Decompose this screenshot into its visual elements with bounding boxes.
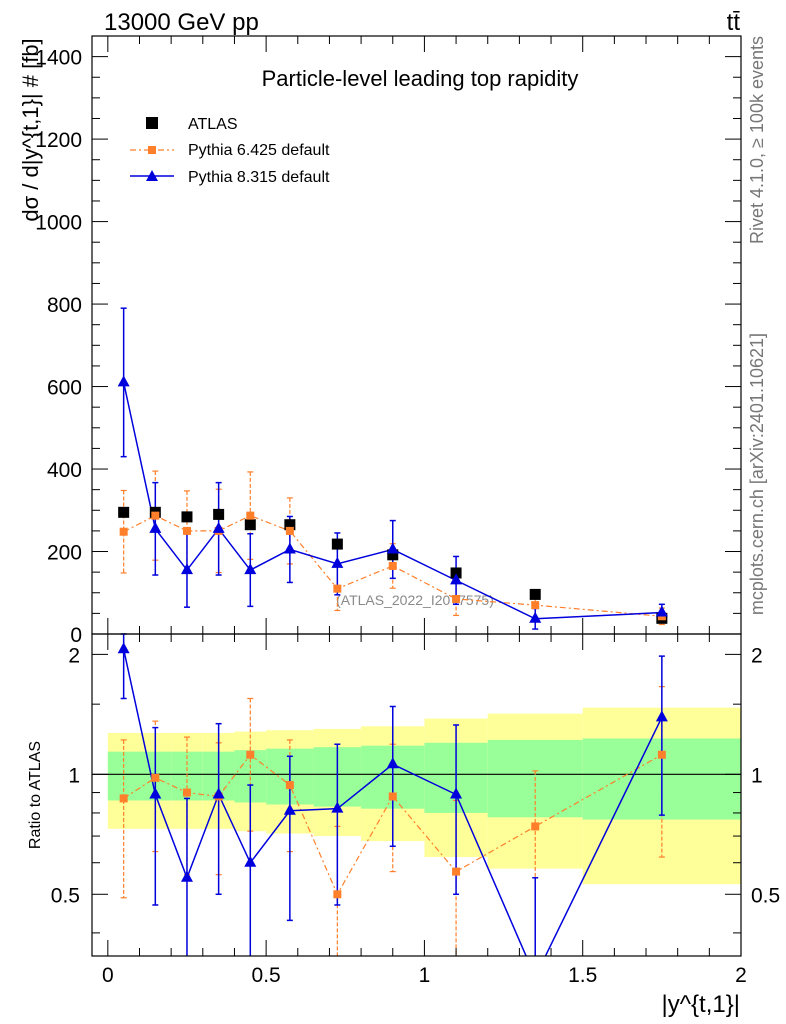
ratio-pythia8-point: [655, 710, 668, 722]
ratio-pythia8-point: [212, 787, 225, 799]
atlas-data-point: [450, 567, 462, 579]
legend-pythia6-label: Pythia 6.425 default: [188, 142, 330, 159]
ratio-pythia8-point: [149, 787, 162, 799]
main-axes: 0 200 400 600 800 1000 1200 1400: [35, 36, 742, 647]
ratio-y-tick-label-right: 1: [751, 764, 763, 787]
ratio-axes: 0.5 0.5 1 1 2 2 0 0.5 1 1.5 2: [51, 634, 780, 987]
pythia8-data-point: [529, 611, 542, 623]
ratio-y-tick-label: 1: [68, 764, 80, 787]
ratio-y-tick-label: 2: [68, 644, 80, 667]
ratio-pythia6-point: [657, 750, 666, 759]
pythia8-data-point: [450, 573, 463, 585]
pythia6-data-point: [388, 561, 397, 570]
x-tick-label: 0: [102, 964, 114, 987]
ratio-y-tick-label: 0.5: [51, 884, 80, 907]
pythia6-data-point: [452, 594, 461, 603]
energy-label: 13000 GeV pp: [104, 9, 259, 36]
main-y-tick-label: 800: [47, 294, 82, 317]
atlas-data-point: [244, 519, 256, 531]
main-y-tick-label: 1200: [35, 129, 82, 152]
pythia8-data-point: [283, 542, 296, 554]
pythia8-data-point: [244, 563, 257, 575]
main-data-layer: [117, 307, 668, 630]
pythia8-data-point: [386, 542, 399, 554]
ratio-panel-frame: [91, 633, 742, 957]
x-tick-label: 0.5: [252, 964, 281, 987]
main-y-tick-label: 0: [70, 624, 82, 647]
pythia6-data-point: [531, 601, 540, 610]
pythia6-data-point: [285, 526, 294, 535]
pythia8-data-point: [180, 563, 193, 575]
ratio-pythia8-point: [386, 757, 399, 769]
legend-atlas-marker: [146, 117, 158, 129]
x-tick-label: 1.5: [568, 964, 597, 987]
atlas-data-point: [331, 538, 343, 550]
ratio-pythia8-point: [331, 801, 344, 813]
pythia8-data-point: [149, 521, 162, 533]
analysis-id-label: (ATLAS_2022_I2077575): [336, 592, 494, 608]
main-y-tick-label: 600: [47, 377, 82, 400]
pythia6-line: [123, 514, 662, 617]
process-label: tt̄: [727, 9, 741, 36]
ratio-pythia6-point: [452, 867, 461, 876]
ratio-pythia6-point: [182, 788, 191, 797]
mcplots-label: mcplots.cern.ch [arXiv:2401.10621]: [747, 333, 767, 615]
x-axis-label: |y^{t,1}|: [662, 991, 740, 1018]
pythia6-data-point: [119, 527, 128, 536]
atlas-data-point: [529, 588, 541, 600]
legend-pythia8-label: Pythia 8.315 default: [188, 169, 330, 186]
pythia8-data-point: [117, 375, 130, 387]
ratio-pythia6-point: [119, 794, 128, 803]
pythia8-data-point: [655, 605, 668, 617]
ratio-pythia8-point: [283, 803, 296, 815]
main-y-tick-label: 400: [47, 459, 82, 482]
atlas-data-point: [118, 506, 130, 518]
ratio-pythia6-point: [151, 773, 160, 782]
ratio-pythia6-point: [388, 792, 397, 801]
atlas-data-point: [284, 519, 296, 531]
ratio-pythia8-point: [117, 642, 130, 654]
ratio-pythia6-point: [333, 890, 342, 899]
main-y-axis-label: dσ / d|y^{t,1}| # [fb]: [18, 38, 43, 221]
pythia8-data-point: [331, 556, 344, 568]
ratio-data-layer: [117, 633, 668, 956]
ratio-pythia8-point: [450, 787, 463, 799]
ratio-pythia6-point: [531, 822, 540, 831]
atlas-data-point: [181, 511, 193, 523]
main-y-tick-label: 1000: [35, 212, 82, 235]
pythia6-data-point: [182, 526, 191, 535]
ratio-pythia8-point: [180, 870, 193, 882]
chart-title: Particle-level leading top rapidity: [262, 66, 579, 91]
atlas-data-point: [213, 508, 225, 520]
legend-atlas-label: ATLAS: [188, 116, 238, 133]
main-y-tick-label: 200: [47, 542, 82, 565]
ratio-y-axis-label: Ratio to ATLAS: [27, 741, 44, 849]
ratio-pythia6-point: [285, 781, 294, 790]
legend: ATLAS Pythia 6.425 default Pythia 8.315 …: [130, 116, 330, 186]
x-tick-label: 2: [735, 964, 747, 987]
ratio-pythia8-point: [244, 855, 257, 867]
main-y-tick-label: 1400: [35, 47, 82, 70]
ratio-y-tick-label-right: 0.5: [751, 884, 780, 907]
atlas-data-point: [387, 549, 399, 561]
rivet-label: Rivet 4.1.0, ≥ 100k events: [747, 36, 767, 244]
pythia6-data-point: [333, 584, 342, 593]
x-tick-label: 1: [419, 964, 431, 987]
ratio-y-tick-label-right: 2: [751, 644, 763, 667]
pythia6-data-point: [151, 511, 160, 520]
ratio-panel: 0.5 0.5 1 1 2 2 0 0.5 1 1.5 2 Ratio to ATLAS |y^{t…: [27, 633, 780, 1018]
legend-pythia6-marker: [148, 146, 156, 154]
ratio-pythia6-point: [246, 750, 255, 759]
legend-pythia8-marker: [146, 170, 158, 181]
pythia8-data-point: [212, 521, 225, 533]
pythia6-data-point: [246, 511, 255, 520]
main-panel: (ATLAS_2022_I2077575) 0 200 400 600 800 1000 1…: [18, 35, 742, 647]
